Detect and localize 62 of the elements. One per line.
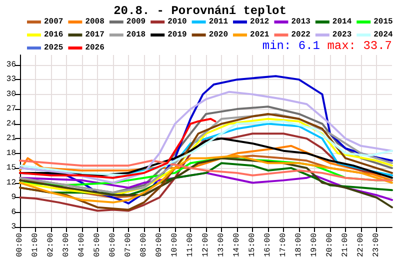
legend-label: 2009 — [126, 18, 146, 26]
legend-label: 2016 — [44, 30, 64, 40]
x-tick-label: 12:00 — [202, 232, 210, 258]
x-tick-label: 10:00 — [170, 232, 180, 258]
text: max: 33.7 — [327, 39, 392, 53]
legend-label: 2025 — [44, 44, 64, 52]
legend-label: 2020 — [208, 30, 228, 40]
x-tick-label: 00:00 — [16, 232, 24, 258]
y-tick-label: 9 — [11, 193, 16, 202]
x-tick-label: 17:00 — [279, 232, 288, 258]
legend-label: 2014 — [332, 18, 352, 26]
x-tick-label: 01:00 — [31, 232, 40, 258]
legend-label: 2012 — [250, 18, 270, 26]
x-tick-label: 02:00 — [46, 232, 56, 258]
y-tick-label: 21 — [6, 134, 16, 144]
legend-label: 2015 — [374, 18, 394, 26]
legend-label: 2011 — [208, 18, 228, 26]
legend-label: 2017 — [85, 30, 105, 40]
x-tick-label: 15:00 — [248, 232, 257, 258]
legend-label: 2007 — [44, 18, 64, 26]
x-tick-label: 03:00 — [62, 232, 71, 258]
x-tick-label: 09:00 — [155, 232, 164, 258]
y-tick-label: 12 — [6, 178, 16, 188]
y-tick-label: 36 — [6, 60, 16, 70]
legend-label: 2024 — [374, 30, 394, 40]
x-tick-label: 08:00 — [140, 232, 148, 258]
y-tick-label: 15 — [6, 164, 16, 173]
line-series — [19, 112, 393, 211]
legend-label: 2008 — [85, 18, 105, 26]
x-tick-label: 20:00 — [326, 232, 334, 258]
y-tick-label: 24 — [6, 119, 16, 128]
x-tick-label: 18:00 — [294, 232, 304, 258]
x-tick-label: 05:00 — [93, 232, 102, 258]
legend-label: 2010 — [168, 18, 188, 26]
x-tick-label: 21:00 — [341, 232, 350, 258]
y-tick-label: 30 — [6, 90, 16, 99]
line-series — [19, 144, 393, 182]
x-tick-label: 04:00 — [78, 232, 86, 258]
legend-label: 2022 — [291, 30, 311, 40]
x-tick-label: 06:00 — [108, 232, 118, 258]
legend-label: 2019 — [168, 30, 188, 40]
line-series — [19, 90, 393, 184]
x-tick-label: 19:00 — [310, 232, 319, 258]
line-series — [19, 160, 393, 182]
x-tick-label: 11:00 — [186, 232, 195, 258]
y-tick-label: 27 — [6, 104, 16, 114]
y-tick-label: 18 — [6, 148, 16, 158]
x-tick-label: 16:00 — [264, 232, 272, 258]
x-tick-label: 23:00 — [372, 232, 381, 258]
legend-label: 2021 — [250, 30, 270, 40]
chart-title: 20.8. - Porovnání teplot — [114, 4, 286, 18]
text: min: 6.1 — [262, 39, 320, 53]
legend-label: 2018 — [126, 30, 146, 40]
y-tick-label: 33 — [6, 75, 16, 84]
legend-label: 2023 — [332, 30, 352, 40]
legend-label: 2026 — [85, 44, 105, 52]
legend-label: 2013 — [291, 18, 311, 26]
line-series — [19, 118, 216, 179]
x-tick-label: 14:00 — [232, 232, 242, 258]
x-tick-label: 13:00 — [217, 232, 226, 258]
x-tick-label: 07:00 — [124, 232, 133, 258]
x-tick-label: 22:00 — [356, 232, 366, 258]
